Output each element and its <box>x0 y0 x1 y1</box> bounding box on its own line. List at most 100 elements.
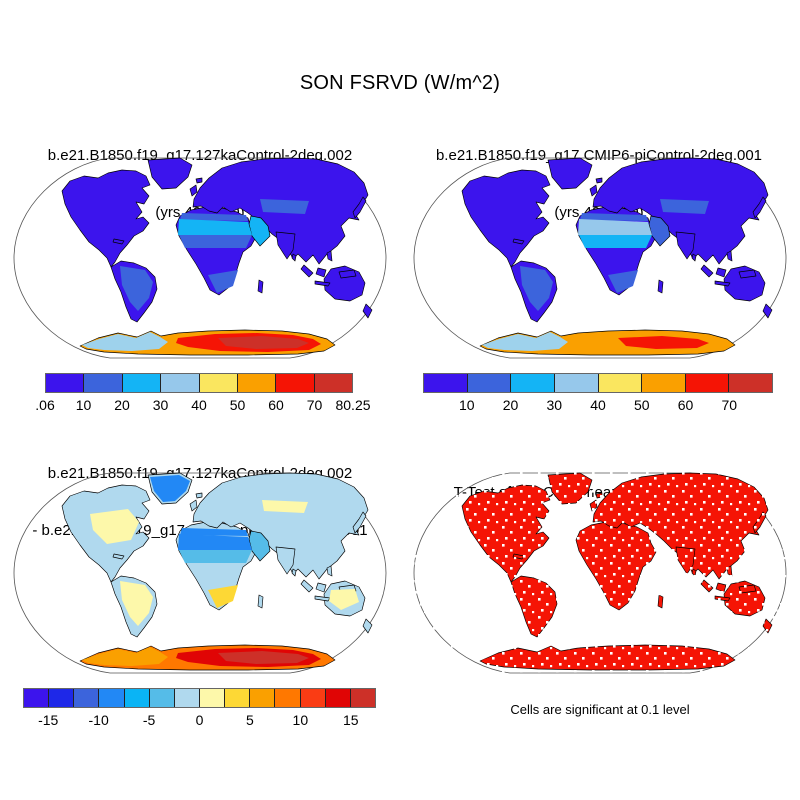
colorbar-labels: .06 10 20 30 40 50 60 70 80.25 <box>35 395 370 413</box>
iceland <box>195 492 203 499</box>
arabia <box>248 215 271 247</box>
colorbar-tick-label: 10 <box>75 397 92 413</box>
colorbar-swatch <box>729 374 772 392</box>
sumatra <box>700 264 714 278</box>
colorbar-swatch <box>424 374 468 392</box>
colorbar-tick-label: 50 <box>229 397 246 413</box>
sahel-patch <box>179 235 252 248</box>
antarctica-west-patch <box>82 332 168 351</box>
colorbar-tick-label: 40 <box>191 397 207 413</box>
colorbar-tick-label: 30 <box>546 397 563 413</box>
colorbar-case1: .06 10 20 30 40 50 60 70 80.25 <box>35 373 371 413</box>
sahel-patch <box>179 550 252 563</box>
colorbar-swatch <box>250 689 276 707</box>
colorbar-swatch <box>275 689 301 707</box>
colorbar-tick-label: 15 <box>342 712 359 728</box>
colorbar-swatch <box>199 689 226 707</box>
significance-caption: Cells are significant at 0.1 level <box>510 702 690 717</box>
colorbar-case2: 10 20 30 40 50 60 70 <box>423 373 773 413</box>
colorbar-tick-label: -5 <box>142 712 156 728</box>
java <box>314 280 331 287</box>
cuba <box>112 553 125 560</box>
figure-title: SON FSRVD (W/m^2) <box>299 72 501 94</box>
arabia <box>648 215 671 247</box>
greenland <box>547 157 593 190</box>
colorbar-difference: -15 -10 -5 0 5 10 15 <box>23 688 376 728</box>
colorbar-swatch <box>685 374 730 392</box>
colorbar-labels: 10 20 30 40 50 60 70 <box>423 395 773 413</box>
sahara-patch <box>178 534 252 550</box>
sahara-patch <box>178 219 252 235</box>
projection-outline <box>13 472 387 674</box>
colorbar-tick-label: 5 <box>246 712 254 728</box>
north-africa-patch <box>180 213 248 221</box>
colorbar-swatch <box>350 689 375 707</box>
cuba <box>112 238 125 245</box>
new-zealand <box>762 303 773 319</box>
colorbar-swatch <box>467 374 512 392</box>
british-isles <box>189 184 198 197</box>
colorbar-swatch <box>24 689 50 707</box>
colorbar-swatch <box>74 689 100 707</box>
colorbar-tick-label: 80.25 <box>335 397 371 413</box>
southern-africa-patch <box>208 585 238 608</box>
colorbar-boxes <box>45 373 353 393</box>
sri-lanka <box>291 568 297 577</box>
colorbar-swatch <box>276 374 315 392</box>
australia-patch <box>329 589 359 610</box>
colorbar-tick-label: 10 <box>292 712 309 728</box>
antarctica-core-patch <box>218 651 309 664</box>
colorbar-swatch <box>598 374 643 392</box>
north-america <box>461 169 551 268</box>
colorbar-tick-label: 70 <box>721 397 738 413</box>
world-map-svg <box>410 470 790 676</box>
colorbar-tick-label: 20 <box>114 397 130 413</box>
world-map-svg <box>13 472 387 674</box>
colorbar-tick-label: 30 <box>152 397 169 413</box>
british-isles <box>189 499 198 512</box>
speckle-overlay <box>410 470 790 676</box>
north-africa-patch <box>580 213 648 221</box>
colorbar-tick-label: .06 <box>35 397 55 413</box>
madagascar <box>257 594 264 609</box>
sahel-patch <box>579 235 652 248</box>
india <box>275 546 296 575</box>
colorbar-tick-label: 70 <box>306 397 323 413</box>
southern-africa-patch <box>208 270 238 293</box>
philippines <box>326 565 333 577</box>
colorbar-swatch <box>300 689 326 707</box>
colorbar-swatch <box>225 689 251 707</box>
colorbar-tick-label: -15 <box>38 712 59 728</box>
colorbar-tick-label: 40 <box>590 397 606 413</box>
colorbar-boxes <box>423 373 773 393</box>
projection-outline <box>413 157 787 359</box>
world-map-svg <box>13 157 387 359</box>
south-america-patch <box>120 581 153 626</box>
greenland <box>147 157 193 190</box>
new-guinea <box>738 269 757 279</box>
antarctica-core-patch <box>618 336 709 349</box>
iceland <box>595 177 603 184</box>
sumatra <box>300 579 314 593</box>
colorbar-swatch <box>554 374 599 392</box>
colorbar-swatch <box>49 689 75 707</box>
colorbar-tick-label: -10 <box>88 712 109 728</box>
antarctica-core-patch <box>218 336 309 349</box>
japan <box>352 196 367 219</box>
colorbar-tick-label: 20 <box>502 397 519 413</box>
colorbar-swatch <box>149 689 175 707</box>
colorbar-tick-label: 10 <box>458 397 475 413</box>
sahara-patch <box>578 219 652 235</box>
colorbar-tick-label: 60 <box>268 397 284 413</box>
colorbar-swatch <box>314 374 352 392</box>
sri-lanka <box>291 253 297 262</box>
colorbar-swatch <box>199 374 238 392</box>
madagascar <box>257 279 264 294</box>
north-africa-patch <box>180 528 248 536</box>
colorbar-swatch <box>124 689 150 707</box>
colorbar-labels: -15 -10 -5 0 5 10 15 <box>23 710 376 728</box>
map-panel-ttest <box>410 470 790 676</box>
british-isles <box>589 184 598 197</box>
sri-lanka <box>691 253 697 262</box>
